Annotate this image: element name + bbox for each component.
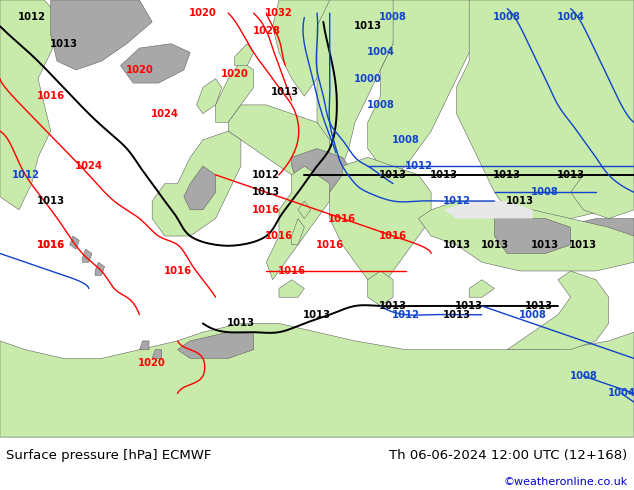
Polygon shape bbox=[82, 249, 92, 262]
Polygon shape bbox=[444, 201, 533, 219]
Text: 1020: 1020 bbox=[126, 65, 153, 75]
Text: ©weatheronline.co.uk: ©weatheronline.co.uk bbox=[503, 477, 628, 487]
Text: 1013: 1013 bbox=[252, 187, 280, 197]
Text: 1013: 1013 bbox=[455, 301, 483, 311]
Text: 1013: 1013 bbox=[531, 240, 559, 250]
Polygon shape bbox=[545, 219, 634, 253]
Text: 1012: 1012 bbox=[252, 170, 280, 180]
Text: 1013: 1013 bbox=[354, 21, 382, 31]
Text: 1013: 1013 bbox=[379, 301, 407, 311]
Text: 1008: 1008 bbox=[379, 12, 407, 23]
Polygon shape bbox=[70, 236, 79, 249]
Text: 1012: 1012 bbox=[18, 12, 46, 23]
Text: 1013: 1013 bbox=[506, 196, 534, 206]
Text: 1016: 1016 bbox=[379, 231, 407, 241]
Polygon shape bbox=[120, 44, 190, 83]
Polygon shape bbox=[330, 157, 431, 289]
Text: 1013: 1013 bbox=[37, 196, 65, 206]
Polygon shape bbox=[152, 350, 162, 358]
Text: 1000: 1000 bbox=[354, 74, 382, 84]
Text: Surface pressure [hPa] ECMWF: Surface pressure [hPa] ECMWF bbox=[6, 449, 212, 462]
Polygon shape bbox=[368, 0, 482, 175]
Polygon shape bbox=[228, 105, 330, 184]
Polygon shape bbox=[95, 262, 105, 275]
Polygon shape bbox=[152, 131, 241, 236]
Text: 1008: 1008 bbox=[569, 371, 597, 381]
Polygon shape bbox=[571, 175, 634, 219]
Text: 1013: 1013 bbox=[227, 318, 255, 328]
Text: 1013: 1013 bbox=[430, 170, 458, 180]
Text: 1016: 1016 bbox=[265, 231, 293, 241]
Polygon shape bbox=[235, 44, 254, 66]
Text: 1013: 1013 bbox=[303, 310, 331, 319]
Polygon shape bbox=[0, 323, 634, 437]
Text: 1016: 1016 bbox=[316, 240, 344, 250]
Text: 1012: 1012 bbox=[392, 310, 420, 319]
Polygon shape bbox=[292, 148, 355, 192]
Text: 1012: 1012 bbox=[11, 170, 39, 180]
Polygon shape bbox=[368, 271, 393, 306]
Polygon shape bbox=[273, 0, 342, 96]
Text: Th 06-06-2024 12:00 UTC (12+168): Th 06-06-2024 12:00 UTC (12+168) bbox=[389, 449, 628, 462]
Polygon shape bbox=[51, 0, 152, 70]
Polygon shape bbox=[178, 332, 254, 358]
Text: 1008: 1008 bbox=[493, 12, 521, 23]
Text: 1028: 1028 bbox=[252, 25, 280, 36]
Text: 1016: 1016 bbox=[37, 240, 65, 250]
Text: 1013: 1013 bbox=[443, 240, 470, 250]
Text: 1013: 1013 bbox=[481, 240, 508, 250]
Text: 1012: 1012 bbox=[443, 196, 470, 206]
Text: 1012: 1012 bbox=[404, 161, 432, 171]
Text: 1013: 1013 bbox=[569, 240, 597, 250]
Polygon shape bbox=[495, 219, 571, 253]
Text: 1016: 1016 bbox=[278, 266, 306, 276]
Polygon shape bbox=[418, 201, 634, 271]
Polygon shape bbox=[507, 271, 609, 350]
Text: 1013: 1013 bbox=[271, 87, 299, 97]
Text: 1024: 1024 bbox=[75, 161, 103, 171]
Text: 1013: 1013 bbox=[443, 310, 470, 319]
Text: 1016: 1016 bbox=[37, 91, 65, 101]
Text: 1016: 1016 bbox=[328, 214, 356, 223]
Polygon shape bbox=[298, 201, 311, 219]
Text: 1008: 1008 bbox=[531, 187, 559, 197]
Text: 1013: 1013 bbox=[379, 170, 407, 180]
Text: 1013: 1013 bbox=[493, 170, 521, 180]
Text: 1016: 1016 bbox=[37, 240, 65, 250]
Polygon shape bbox=[279, 280, 304, 297]
Text: 1008: 1008 bbox=[366, 100, 394, 110]
Polygon shape bbox=[456, 0, 634, 219]
Text: 1024: 1024 bbox=[151, 109, 179, 119]
Text: 1008: 1008 bbox=[519, 310, 547, 319]
Polygon shape bbox=[216, 61, 254, 122]
Text: 1032: 1032 bbox=[265, 8, 293, 18]
Text: 1004: 1004 bbox=[366, 48, 394, 57]
Text: 1004: 1004 bbox=[557, 12, 585, 23]
Polygon shape bbox=[0, 0, 63, 210]
Text: 1016: 1016 bbox=[164, 266, 191, 276]
Text: 1004: 1004 bbox=[607, 389, 634, 398]
Text: 1020: 1020 bbox=[221, 69, 249, 79]
Text: 1020: 1020 bbox=[138, 358, 166, 368]
Polygon shape bbox=[292, 219, 304, 245]
Polygon shape bbox=[197, 79, 222, 114]
Polygon shape bbox=[139, 341, 149, 350]
Text: 1008: 1008 bbox=[392, 135, 420, 145]
Text: 1013: 1013 bbox=[525, 301, 553, 311]
Polygon shape bbox=[184, 166, 216, 210]
Polygon shape bbox=[469, 280, 495, 297]
Text: 1013: 1013 bbox=[49, 39, 77, 49]
Text: 1013: 1013 bbox=[557, 170, 585, 180]
Polygon shape bbox=[266, 166, 330, 280]
Text: 1016: 1016 bbox=[252, 205, 280, 215]
Text: 1020: 1020 bbox=[189, 8, 217, 18]
Polygon shape bbox=[317, 0, 406, 175]
